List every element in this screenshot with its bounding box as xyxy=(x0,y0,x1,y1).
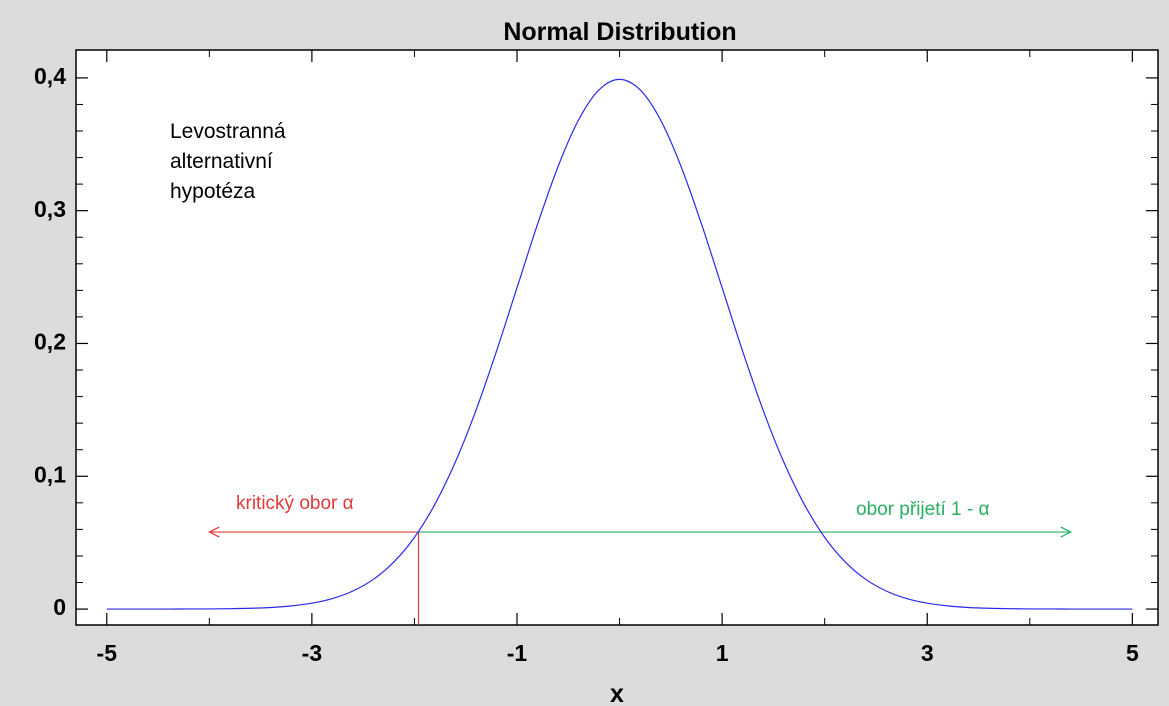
annotation: Levostranná xyxy=(170,120,286,143)
x-axis-label: x xyxy=(610,680,624,706)
x-tick-label: 3 xyxy=(921,640,934,666)
x-tick-label: -1 xyxy=(507,640,528,666)
x-tick-label: -3 xyxy=(302,640,322,666)
y-tick-label: 0,2 xyxy=(34,329,66,355)
x-tick-label: -5 xyxy=(97,640,118,666)
y-tick-label: 0,3 xyxy=(34,196,66,222)
annotation: kritický obor α xyxy=(236,493,354,514)
annotation: obor přijetí 1 - α xyxy=(856,499,989,520)
plot-area xyxy=(75,49,1159,626)
density-line xyxy=(106,78,1133,610)
y-tick-label: 0,4 xyxy=(34,63,66,89)
chart-title: Normal Distribution xyxy=(503,18,736,46)
accept-arrow-head xyxy=(1060,526,1073,538)
y-tick-label: 0 xyxy=(53,594,66,620)
annotation: alternativní xyxy=(170,150,273,173)
x-tick-label: 1 xyxy=(716,640,729,666)
annotation: hypotéza xyxy=(170,180,256,203)
y-tick-label: 0,1 xyxy=(34,461,66,487)
critical-arrow-head xyxy=(207,526,220,538)
x-tick-label: 5 xyxy=(1126,640,1139,666)
